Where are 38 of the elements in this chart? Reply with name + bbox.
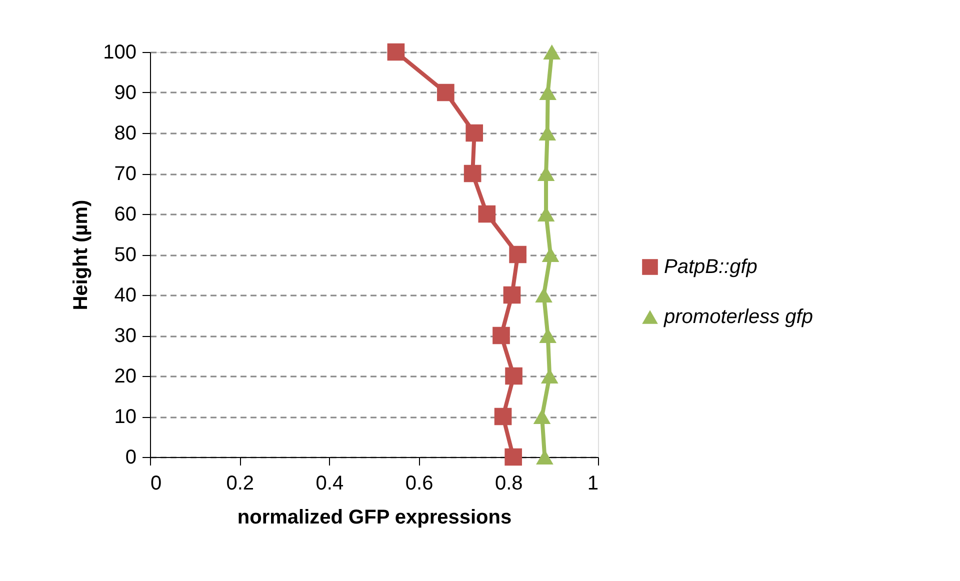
- x-tick-label: 0.4: [316, 472, 344, 494]
- legend-label: PatpB::gfp: [664, 256, 758, 278]
- point: [542, 247, 560, 262]
- point: [466, 124, 484, 142]
- x-tick-label: 0: [150, 472, 162, 494]
- x-axis-title: normalized GFP expressions: [237, 506, 512, 528]
- y-tick-label: 70: [114, 163, 136, 185]
- y-axis-title: Height (µm): [70, 200, 92, 310]
- point: [492, 326, 510, 344]
- point: [509, 246, 526, 264]
- x-tick-label: 0.2: [226, 472, 254, 494]
- point: [535, 288, 552, 302]
- x-tick-label: 0.6: [405, 472, 434, 494]
- point: [478, 205, 496, 223]
- y-tick-label: 20: [114, 366, 136, 388]
- y-tick-label: 60: [114, 204, 136, 226]
- x-tick-label: 0.8: [494, 472, 523, 494]
- y-tick-label: 80: [114, 122, 136, 144]
- point: [543, 44, 561, 60]
- y-tick-label: 100: [103, 42, 136, 64]
- point: [437, 84, 454, 102]
- y-tick-label: 90: [114, 82, 136, 104]
- point: [503, 286, 521, 304]
- point: [539, 328, 556, 343]
- point: [464, 164, 482, 182]
- point: [533, 409, 551, 424]
- legend-label: promoterless gfp: [663, 306, 813, 328]
- y-tick-label: 0: [125, 446, 136, 468]
- point: [504, 448, 522, 466]
- y-tick-label: 40: [114, 284, 136, 306]
- y-tick-label: 50: [114, 244, 136, 266]
- point: [387, 43, 405, 61]
- point: [494, 408, 512, 426]
- point: [539, 85, 556, 100]
- y-tick-label: 30: [114, 325, 136, 347]
- point: [505, 367, 522, 385]
- x-tick-label: 1: [587, 472, 598, 494]
- y-tick-label: 10: [114, 406, 136, 428]
